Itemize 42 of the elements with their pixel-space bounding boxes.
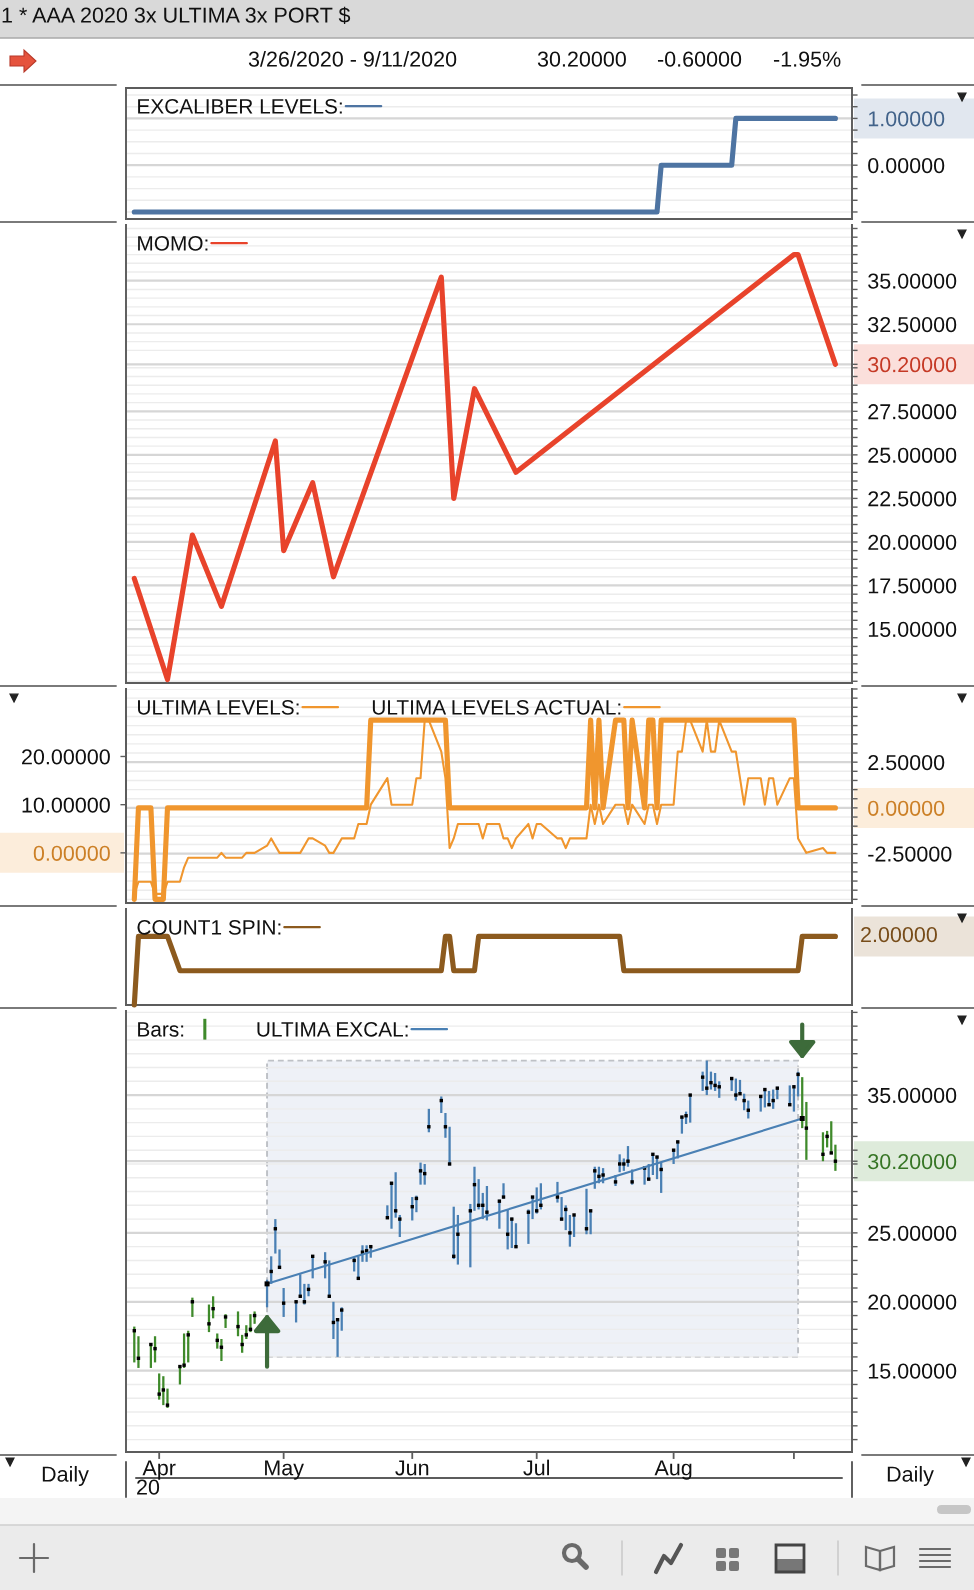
y-tick-label: 35.00000 <box>868 273 957 289</box>
y-tick-label: 15.00000 <box>868 621 957 638</box>
legend-label: Bars: <box>138 1022 184 1037</box>
text: Daily <box>42 1465 89 1487</box>
y-tick-label: 35.00000 <box>868 1087 957 1104</box>
y-tick-label: 27.50000 <box>868 404 957 420</box>
y-tick-label: 20.00000 <box>22 749 110 765</box>
y-tick-label: 15.00000 <box>868 1363 957 1379</box>
y-tick-label: 32.50000 <box>868 317 957 333</box>
legend-label: COUNT1 SPIN: <box>137 919 281 935</box>
y-tick-label: 10.00000 <box>22 797 110 813</box>
y2-tick-label: 2.50000 <box>868 754 945 771</box>
x-tick-label: Apr <box>142 1460 176 1480</box>
y-tick-label: 30.20000 <box>868 357 957 373</box>
legend-label: ULTIMA LEVELS: <box>138 699 299 715</box>
legend-label: EXCALIBER LEVELS: <box>138 98 342 114</box>
y-tick-label: 17.50000 <box>868 578 957 594</box>
x-tick-label: Jul <box>523 1459 550 1476</box>
x-tick-label: Jun <box>395 1460 429 1476</box>
y-tick-label: 25.00000 <box>868 447 957 463</box>
x-tick-label: Aug <box>654 1460 692 1480</box>
y-tick-label: 22.50000 <box>868 491 957 507</box>
chart-title: 1 * AAA 2020 3x ULTIMA 3x PORT $ <box>2 6 351 25</box>
legend-label: ULTIMA LEVELS ACTUAL: <box>372 699 621 715</box>
y-tick-label: 0.00000 <box>33 845 110 861</box>
legend-label: ULTIMA EXCAL: <box>257 1021 408 1037</box>
text: Daily <box>887 1465 934 1487</box>
text: 30.20000 <box>537 51 626 67</box>
text: 2.00000 <box>861 926 937 943</box>
y-tick-label: 20.00000 <box>868 1294 957 1310</box>
chart-subtitle: 3/26/2020 - 9/11/2020 <box>248 50 457 67</box>
text: -1.95% <box>773 51 841 67</box>
legend-label: MOMO: <box>138 235 208 251</box>
y-tick-label: 1.00000 <box>868 111 945 127</box>
y2-tick-label: -2.50000 <box>868 846 952 862</box>
x-tick-label: May <box>265 1460 304 1480</box>
text: -0.60000 <box>657 51 742 67</box>
y-tick-label: 30.20000 <box>868 1153 957 1170</box>
text: 20 <box>137 1479 160 1495</box>
y-tick-label: 25.00000 <box>868 1225 957 1241</box>
y-tick-label: 20.00000 <box>868 534 957 550</box>
y-tick-label: 0.00000 <box>868 157 945 174</box>
